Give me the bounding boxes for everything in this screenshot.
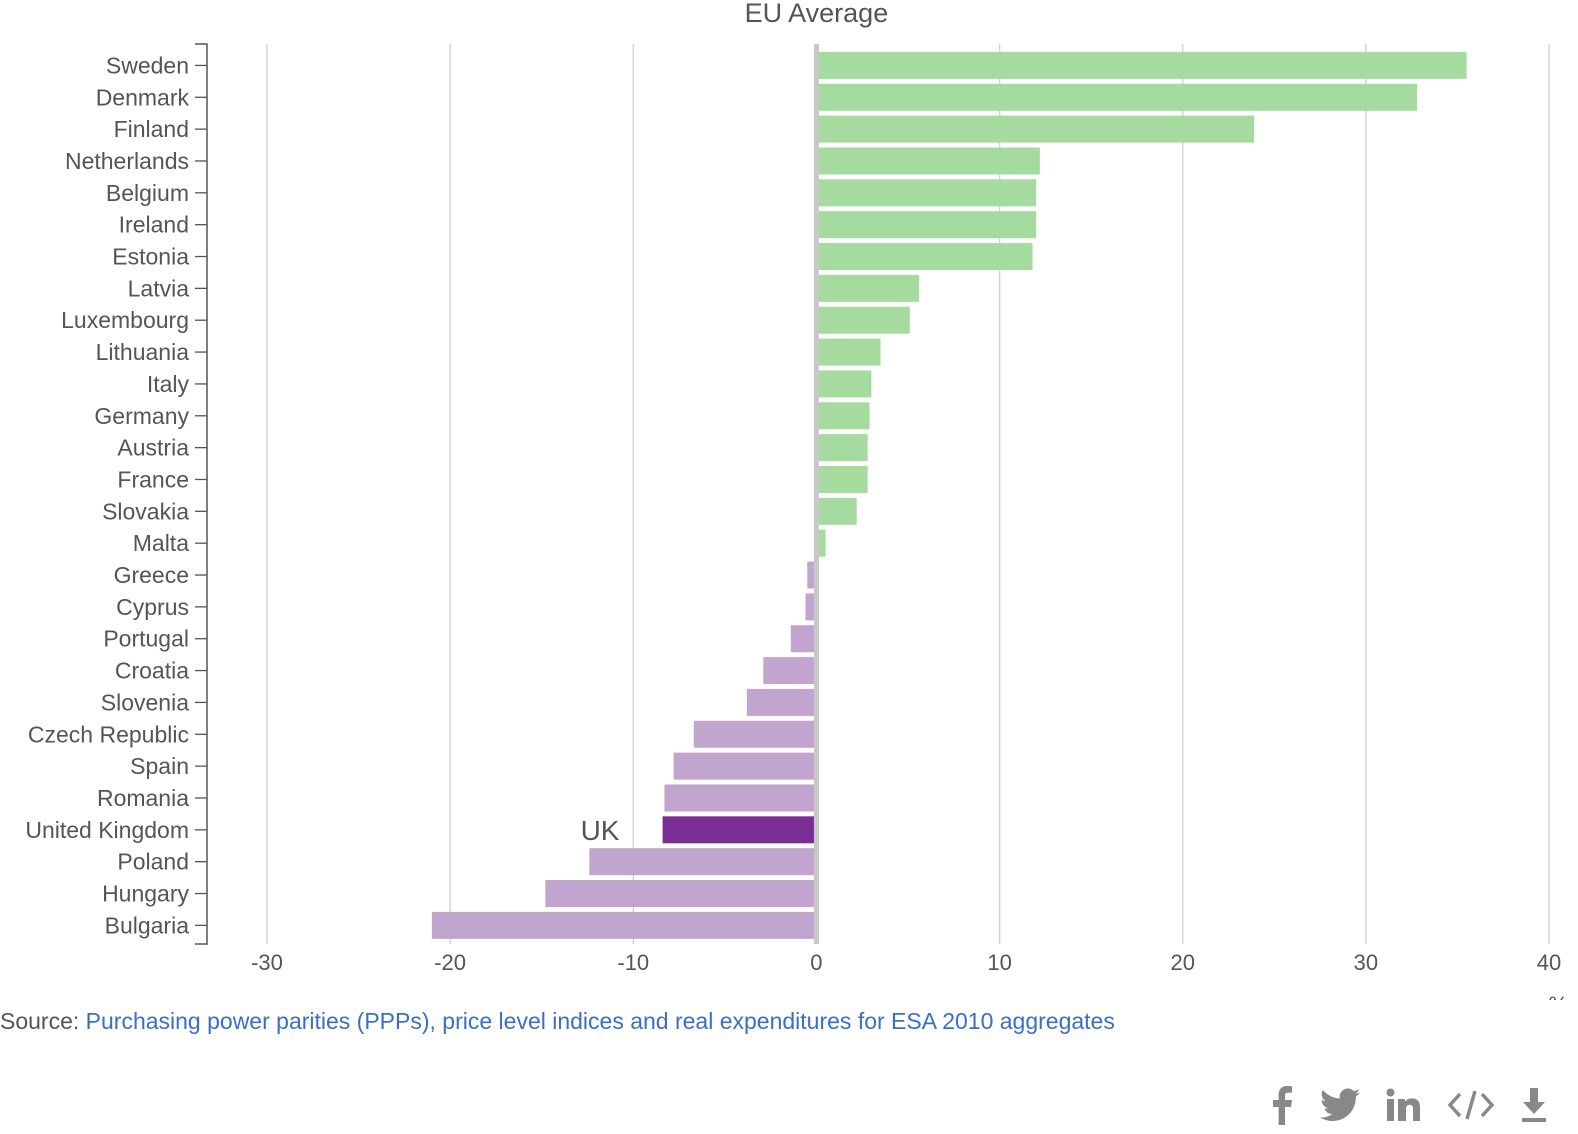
bar-ireland[interactable] <box>818 211 1037 239</box>
bar-spain[interactable] <box>673 752 815 780</box>
reference-line-label: EU Average <box>745 0 889 28</box>
linkedin-icon[interactable] <box>1386 1088 1422 1122</box>
bar-finland[interactable] <box>818 115 1255 143</box>
bar-slovenia[interactable] <box>746 688 815 716</box>
bar-italy[interactable] <box>818 370 872 398</box>
x-tick-label: 40 <box>1537 950 1561 975</box>
bar-slovakia[interactable] <box>818 497 857 525</box>
y-tick-label: Poland <box>117 849 189 875</box>
bar-lithuania[interactable] <box>818 338 881 366</box>
x-tick-label: 0 <box>810 950 822 975</box>
y-tick-label: France <box>117 466 189 492</box>
bar-cyprus[interactable] <box>805 593 815 621</box>
y-tick-label: Italy <box>147 371 190 397</box>
y-tick-label: Bulgaria <box>105 912 190 938</box>
bar-bulgaria[interactable] <box>431 911 815 939</box>
x-tick-label: -10 <box>617 950 649 975</box>
y-tick-label: Cyprus <box>116 594 189 620</box>
x-tick-label: -30 <box>251 950 283 975</box>
y-tick-label: Netherlands <box>65 148 189 174</box>
y-tick-label: Belgium <box>106 180 189 206</box>
bar-greece[interactable] <box>807 561 815 589</box>
y-tick-label: Luxembourg <box>61 307 189 333</box>
bar-belgium[interactable] <box>818 179 1037 207</box>
y-tick-label: Malta <box>133 530 189 556</box>
y-tick-label: Lithuania <box>96 339 190 365</box>
bar-poland[interactable] <box>589 848 815 876</box>
x-tick-label: -20 <box>434 950 466 975</box>
y-tick-label: Ireland <box>119 212 189 238</box>
highlight-label: UK <box>581 815 620 846</box>
y-tick-label: Greece <box>114 562 189 588</box>
bar-austria[interactable] <box>818 434 868 462</box>
bars <box>431 44 1467 944</box>
source-prefix: Source: <box>0 1008 86 1034</box>
y-tick-label: Croatia <box>115 658 189 684</box>
y-tick-label: Czech Republic <box>28 721 189 747</box>
bar-luxembourg[interactable] <box>818 306 910 334</box>
bar-sweden[interactable] <box>818 51 1467 79</box>
y-tick-label: Estonia <box>112 244 189 270</box>
x-axis-unit: % <box>1548 992 1568 1000</box>
y-tick-label: Hungary <box>102 881 189 907</box>
y-axis-line <box>195 43 208 945</box>
y-tick-label: Spain <box>130 753 189 779</box>
y-tick-label: Portugal <box>103 626 189 652</box>
x-tick-label: 30 <box>1354 950 1378 975</box>
x-tick-label: 20 <box>1170 950 1194 975</box>
bar-romania[interactable] <box>664 784 815 812</box>
bar-portugal[interactable] <box>790 625 815 653</box>
bar-hungary[interactable] <box>545 880 815 908</box>
twitter-icon[interactable] <box>1320 1088 1360 1122</box>
bar-denmark[interactable] <box>818 83 1418 111</box>
bar-czech-republic[interactable] <box>693 720 815 748</box>
facebook-icon[interactable] <box>1270 1085 1294 1125</box>
share-toolbar <box>1270 1082 1570 1128</box>
labels: -30 -20 -10 0 10 20 30 40 Sweden Denmark Finland Ne… <box>25 52 1561 975</box>
bar-germany[interactable] <box>818 402 870 430</box>
y-tick-label: Denmark <box>96 84 190 110</box>
download-icon[interactable] <box>1520 1087 1548 1123</box>
bar-croatia[interactable] <box>763 657 815 685</box>
y-axis <box>195 43 208 945</box>
source-link[interactable]: Purchasing power parities (PPPs), price … <box>85 1008 1115 1034</box>
bar-netherlands[interactable] <box>818 147 1040 175</box>
y-tick-label: Austria <box>117 435 189 461</box>
y-tick-label: Latvia <box>128 275 190 301</box>
y-tick-label: Romania <box>97 785 189 811</box>
y-tick-label: Slovakia <box>102 498 189 524</box>
y-tick-label: Finland <box>114 116 189 142</box>
bar-france[interactable] <box>818 465 868 493</box>
y-tick-label: Sweden <box>106 52 189 78</box>
y-tick-label: United Kingdom <box>25 817 189 843</box>
y-tick-label: Germany <box>94 403 189 429</box>
bar-malta[interactable] <box>818 529 826 557</box>
y-tick-label: Slovenia <box>101 689 189 715</box>
bar-estonia[interactable] <box>818 243 1033 271</box>
bar-latvia[interactable] <box>818 274 919 302</box>
bar-chart: -30 -20 -10 0 10 20 30 40 Sweden Denmark Finland Ne… <box>25 0 1568 1000</box>
source-note: Source: Purchasing power parities (PPPs)… <box>0 1008 1115 1035</box>
gridlines <box>266 44 1550 944</box>
bar-united-kingdom[interactable] <box>662 816 815 844</box>
embed-code-icon[interactable] <box>1448 1088 1494 1122</box>
x-tick-label: 10 <box>987 950 1011 975</box>
